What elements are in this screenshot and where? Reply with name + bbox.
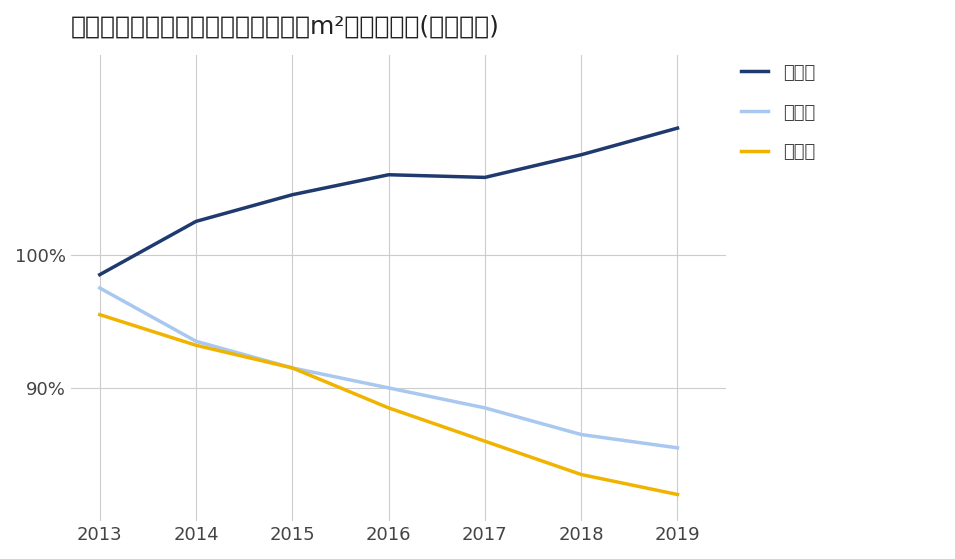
Line: 岐阜県: 岐阜県 xyxy=(99,288,677,448)
Line: 愛知県: 愛知県 xyxy=(99,128,677,274)
三重県 xyxy=(576,471,587,478)
愛知県 xyxy=(94,271,105,278)
愛知県 xyxy=(479,174,491,181)
岐阜県 xyxy=(671,444,683,451)
愛知県 xyxy=(576,151,587,158)
岐阜県 xyxy=(190,338,202,345)
三重県 xyxy=(286,364,298,371)
岐阜県 xyxy=(383,385,394,391)
愛知県 xyxy=(671,125,683,131)
愛知県 xyxy=(190,218,202,225)
三重県 xyxy=(479,438,491,444)
岐阜県 xyxy=(94,285,105,291)
Legend: 愛知県, 岐阜県, 三重県: 愛知県, 岐阜県, 三重県 xyxy=(741,64,815,161)
三重県 xyxy=(94,311,105,318)
岐阜県 xyxy=(286,364,298,371)
岐阜県 xyxy=(576,431,587,438)
愛知県 xyxy=(383,172,394,178)
三重県 xyxy=(383,405,394,411)
Line: 三重県: 三重県 xyxy=(99,315,677,495)
愛知県 xyxy=(286,191,298,198)
岐阜県 xyxy=(479,405,491,411)
Text: 公示地価をもとにした住宅地の平均m²単価変動率(名古屋圏): 公示地価をもとにした住宅地の平均m²単価変動率(名古屋圏) xyxy=(71,15,499,39)
三重県 xyxy=(190,342,202,349)
三重県 xyxy=(671,491,683,498)
